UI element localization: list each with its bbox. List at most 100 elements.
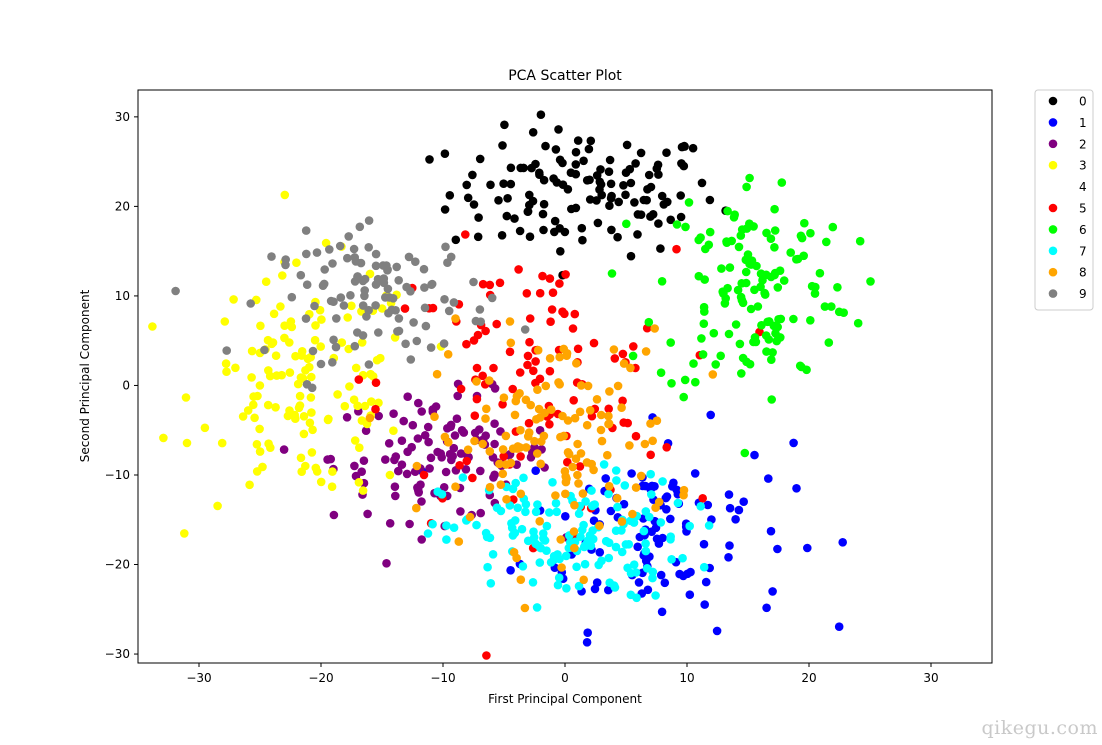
scatter-point-class-8 xyxy=(454,537,464,546)
scatter-point-class-8 xyxy=(654,497,664,507)
scatter-point-class-0 xyxy=(499,179,508,188)
scatter-point-class-6 xyxy=(680,375,690,385)
scatter-point-class-8 xyxy=(546,405,556,415)
scatter-point-class-2 xyxy=(394,466,403,476)
scatter-point-class-0 xyxy=(646,182,656,192)
scatter-point-class-0 xyxy=(582,176,592,185)
scatter-point-class-6 xyxy=(774,315,783,324)
scatter-point-class-7 xyxy=(535,558,545,567)
scatter-point-class-6 xyxy=(742,224,752,233)
scatter-point-class-9 xyxy=(335,241,345,251)
scatter-point-class-7 xyxy=(523,536,533,546)
scatter-point-class-8 xyxy=(534,404,544,414)
scatter-point-class-0 xyxy=(554,125,563,134)
legend-label-7: 7 xyxy=(1079,244,1087,258)
scatter-point-class-8 xyxy=(595,521,604,530)
scatter-point-class-7 xyxy=(442,535,451,544)
scatter-point-class-5 xyxy=(354,375,364,384)
scatter-point-class-8 xyxy=(485,447,495,456)
scatter-point-class-2 xyxy=(329,510,339,520)
scatter-point-class-8 xyxy=(502,495,511,504)
scatter-point-class-3 xyxy=(217,438,227,448)
scatter-point-class-0 xyxy=(541,141,550,151)
scatter-point-class-5 xyxy=(531,378,540,388)
scatter-point-class-0 xyxy=(656,244,665,253)
scatter-point-class-5 xyxy=(522,289,532,298)
legend-marker-3 xyxy=(1048,160,1058,170)
scatter-point-class-2 xyxy=(461,465,471,474)
scatter-point-class-1 xyxy=(675,569,684,579)
scatter-point-class-3 xyxy=(321,238,331,248)
scatter-point-class-9 xyxy=(320,265,330,274)
scatter-point-class-8 xyxy=(515,389,524,398)
scatter-point-class-2 xyxy=(490,384,500,393)
scatter-point-class-3 xyxy=(389,426,398,436)
scatter-point-class-5 xyxy=(371,378,381,388)
scatter-point-class-0 xyxy=(688,143,698,153)
scatter-point-class-6 xyxy=(734,242,744,252)
scatter-point-class-2 xyxy=(399,416,409,426)
scatter-point-class-0 xyxy=(662,148,671,157)
legend-marker-5 xyxy=(1048,203,1058,213)
scatter-point-class-0 xyxy=(425,155,434,164)
scatter-point-class-6 xyxy=(644,317,654,327)
scatter-point-class-1 xyxy=(834,622,844,631)
scatter-point-class-3 xyxy=(353,401,362,411)
scatter-point-class-8 xyxy=(481,414,490,423)
scatter-point-class-3 xyxy=(297,467,307,477)
scatter-point-class-7 xyxy=(656,518,666,527)
scatter-point-class-6 xyxy=(738,298,748,308)
scatter-point-class-6 xyxy=(694,271,704,281)
x-tick-label: 0 xyxy=(561,671,569,685)
x-tick-label: 30 xyxy=(923,671,938,685)
scatter-point-class-1 xyxy=(686,567,695,577)
scatter-point-class-6 xyxy=(779,276,789,285)
scatter-point-class-8 xyxy=(555,352,564,362)
scatter-point-class-7 xyxy=(531,507,541,517)
scatter-point-class-1 xyxy=(606,506,616,516)
scatter-point-class-0 xyxy=(539,175,549,185)
scatter-point-class-1 xyxy=(734,505,744,515)
scatter-point-class-6 xyxy=(806,228,815,238)
scatter-point-class-3 xyxy=(385,470,395,480)
scatter-point-class-7 xyxy=(699,562,709,572)
scatter-point-class-5 xyxy=(524,418,534,428)
y-tick-label: 20 xyxy=(115,199,130,213)
legend-label-8: 8 xyxy=(1079,266,1087,280)
scatter-point-class-0 xyxy=(474,213,483,222)
scatter-point-class-6 xyxy=(691,377,700,387)
scatter-point-class-9 xyxy=(440,295,449,304)
scatter-point-class-3 xyxy=(263,335,273,345)
scatter-point-class-8 xyxy=(541,381,551,391)
scatter-point-class-3 xyxy=(308,425,317,435)
scatter-point-class-0 xyxy=(463,193,473,203)
scatter-point-class-1 xyxy=(604,585,613,595)
scatter-point-class-6 xyxy=(723,206,732,216)
scatter-point-class-9 xyxy=(404,252,414,262)
scatter-point-class-6 xyxy=(657,277,667,286)
scatter-point-class-7 xyxy=(685,521,694,531)
y-tick-label: 0 xyxy=(122,378,130,392)
scatter-point-class-5 xyxy=(547,305,557,314)
scatter-point-class-3 xyxy=(311,321,320,330)
scatter-point-class-2 xyxy=(420,431,430,440)
scatter-point-class-0 xyxy=(605,201,614,210)
scatter-point-class-0 xyxy=(523,207,533,216)
scatter-point-class-7 xyxy=(667,555,676,564)
scatter-point-class-9 xyxy=(443,258,452,268)
scatter-point-class-9 xyxy=(343,253,352,263)
scatter-point-class-6 xyxy=(797,233,807,243)
scatter-point-class-1 xyxy=(690,469,700,478)
scatter-point-class-2 xyxy=(350,461,359,471)
scatter-point-class-5 xyxy=(672,244,681,254)
legend-marker-8 xyxy=(1048,267,1058,277)
scatter-point-class-6 xyxy=(717,264,726,273)
scatter-point-class-6 xyxy=(741,267,751,277)
scatter-point-class-7 xyxy=(648,567,658,577)
scatter-point-class-8 xyxy=(604,419,613,429)
scatter-point-class-1 xyxy=(792,484,801,493)
scatter-point-class-8 xyxy=(561,477,571,487)
scatter-point-class-2 xyxy=(439,483,449,492)
legend-label-6: 6 xyxy=(1079,223,1087,237)
scatter-point-class-2 xyxy=(414,398,423,408)
